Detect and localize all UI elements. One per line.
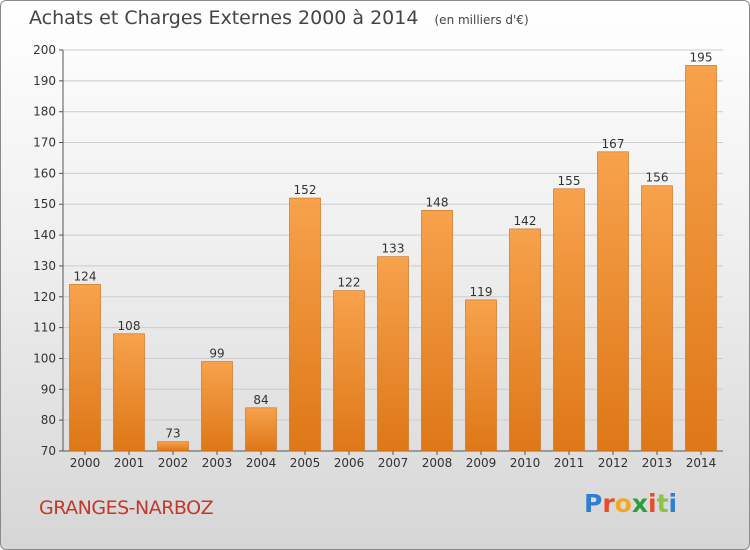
y-tick-label: 130 [33, 259, 56, 273]
logo-letter: o [614, 489, 632, 518]
bar [245, 407, 277, 452]
x-tick-label: 2010 [510, 456, 541, 470]
x-tick-label: 2009 [466, 456, 497, 470]
bar [377, 256, 409, 452]
x-tick-label: 2014 [686, 456, 717, 470]
logo-letter: x [631, 489, 648, 518]
y-tick-label: 80 [41, 413, 56, 427]
bar [465, 299, 497, 452]
y-tick-label: 90 [41, 382, 56, 396]
bar [69, 284, 101, 452]
chart-title: Achats et Charges Externes 2000 à 2014 (… [29, 7, 529, 29]
data-label: 84 [253, 393, 268, 407]
x-tick-label: 2007 [378, 456, 409, 470]
x-tick-label: 2000 [70, 456, 101, 470]
proxiti-logo: Proxiti [584, 489, 677, 518]
bar [333, 290, 365, 452]
bar [421, 210, 453, 452]
x-tick-label: 2008 [422, 456, 453, 470]
y-tick-label: 200 [33, 43, 56, 57]
label-layer: 124 108 73 99 84 152 122 133 148 119 142 155 167 156 1… [74, 50, 713, 440]
x-tick-label: 2012 [598, 456, 629, 470]
logo-letter: i [648, 489, 657, 518]
bar [597, 151, 629, 452]
y-tick-label: 150 [33, 197, 56, 211]
x-tick-label: 2013 [642, 456, 673, 470]
data-label: 124 [74, 269, 97, 283]
chart-subtitle: (en milliers d'€) [434, 13, 529, 27]
bar [685, 65, 717, 452]
x-tick-label: 2011 [554, 456, 585, 470]
logo-letter: i [668, 489, 678, 518]
y-tick-label: 140 [33, 228, 56, 242]
bar-layer [69, 65, 717, 452]
y-tick-label: 110 [33, 321, 56, 335]
y-tick-label: 120 [33, 290, 56, 304]
data-label: 73 [165, 427, 180, 441]
y-tick-label: 160 [33, 166, 56, 180]
bar [509, 228, 541, 452]
x-tick-label: 2004 [246, 456, 277, 470]
x-tick-label: 2003 [202, 456, 233, 470]
x-tick-label: 2005 [290, 456, 321, 470]
chart-title-text: Achats et Charges Externes 2000 à 2014 [29, 7, 419, 29]
x-tick-label: 2002 [158, 456, 189, 470]
data-label: 142 [514, 214, 537, 228]
data-label: 119 [470, 285, 493, 299]
y-tick-label: 100 [33, 351, 56, 365]
logo-letter: r [602, 489, 615, 518]
data-label: 195 [690, 50, 713, 64]
data-label: 99 [209, 347, 224, 361]
y-tick-label: 70 [41, 444, 56, 458]
data-label: 108 [118, 319, 141, 333]
logo-letter: t [656, 489, 669, 518]
data-label: 156 [646, 171, 669, 185]
bar [553, 188, 585, 452]
y-tick-label: 170 [33, 136, 56, 150]
data-label: 133 [382, 242, 405, 256]
bar [641, 185, 673, 452]
data-label: 152 [294, 183, 317, 197]
logo-letter: P [584, 489, 603, 518]
data-label: 167 [602, 137, 625, 151]
y-tick-label: 180 [33, 105, 56, 119]
y-tick-label: 190 [33, 74, 56, 88]
x-tick-label: 2006 [334, 456, 365, 470]
commune-name: GRANGES-NARBOZ [39, 497, 214, 519]
data-label: 155 [558, 174, 581, 188]
bar [201, 361, 233, 452]
bar [113, 333, 145, 452]
bar [289, 197, 321, 452]
data-label: 122 [338, 276, 361, 290]
data-label: 148 [426, 195, 449, 209]
x-tick-label: 2001 [114, 456, 145, 470]
bar [157, 441, 189, 452]
